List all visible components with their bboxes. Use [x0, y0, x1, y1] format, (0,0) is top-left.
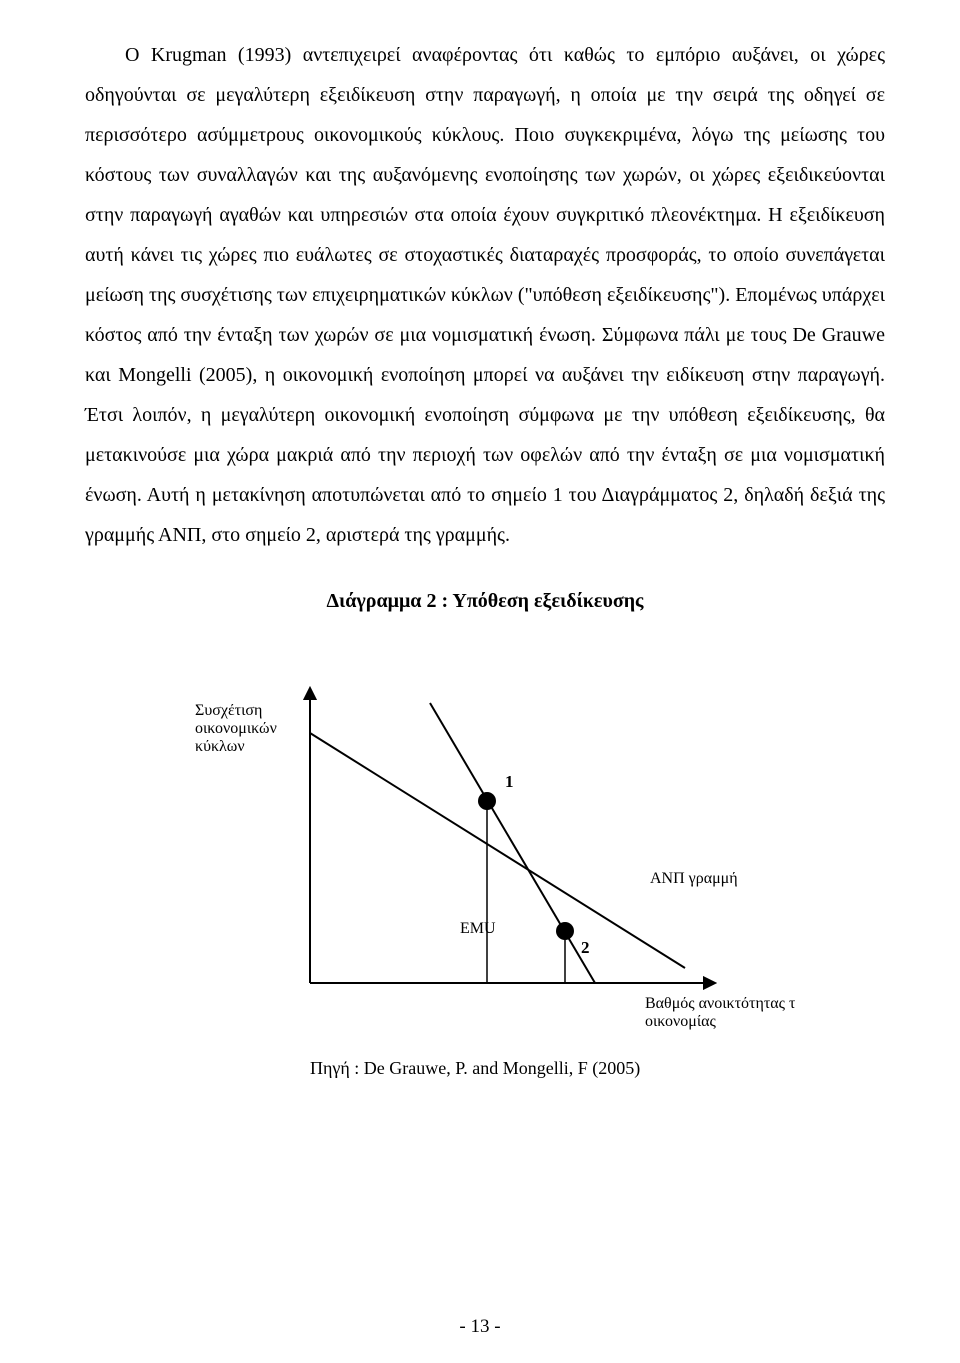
svg-text:EMU: EMU [460, 920, 496, 937]
body-paragraph: Ο Krugman (1993) αντεπιχειρεί αναφέροντα… [85, 35, 885, 555]
page-number: - 13 - [0, 1316, 960, 1338]
svg-text:Συσχέτιση: Συσχέτιση [195, 702, 262, 719]
figure-title: Διάγραμμα 2 : Υπόθεση εξειδίκευσης [85, 590, 885, 613]
figure-source: Πηγή : De Grauwe, P. and Mongelli, F (20… [310, 1058, 885, 1079]
specialization-diagram: 1 2 Συσχέτισηοικονομικώνκύκλων EMU ΑΝΠ γραμμ… [175, 673, 795, 1033]
svg-text:2: 2 [581, 938, 590, 957]
figure: 1 2 Συσχέτισηοικονομικώνκύκλων EMU ΑΝΠ γραμμ… [175, 673, 795, 1038]
svg-text:Βαθμός ανοικτότητας της: Βαθμός ανοικτότητας της [645, 995, 795, 1012]
figure-container: 1 2 Συσχέτισηοικονομικώνκύκλων EMU ΑΝΠ γραμμ… [85, 673, 885, 1038]
svg-text:οικονομικών: οικονομικών [195, 720, 277, 737]
svg-text:ΑΝΠ γραμμή: ΑΝΠ γραμμή [650, 870, 738, 887]
page: Ο Krugman (1993) αντεπιχειρεί αναφέροντα… [0, 0, 960, 1363]
svg-text:1: 1 [505, 772, 514, 791]
svg-text:κύκλων: κύκλων [195, 738, 245, 755]
svg-text:οικονομίας: οικονομίας [645, 1013, 717, 1030]
